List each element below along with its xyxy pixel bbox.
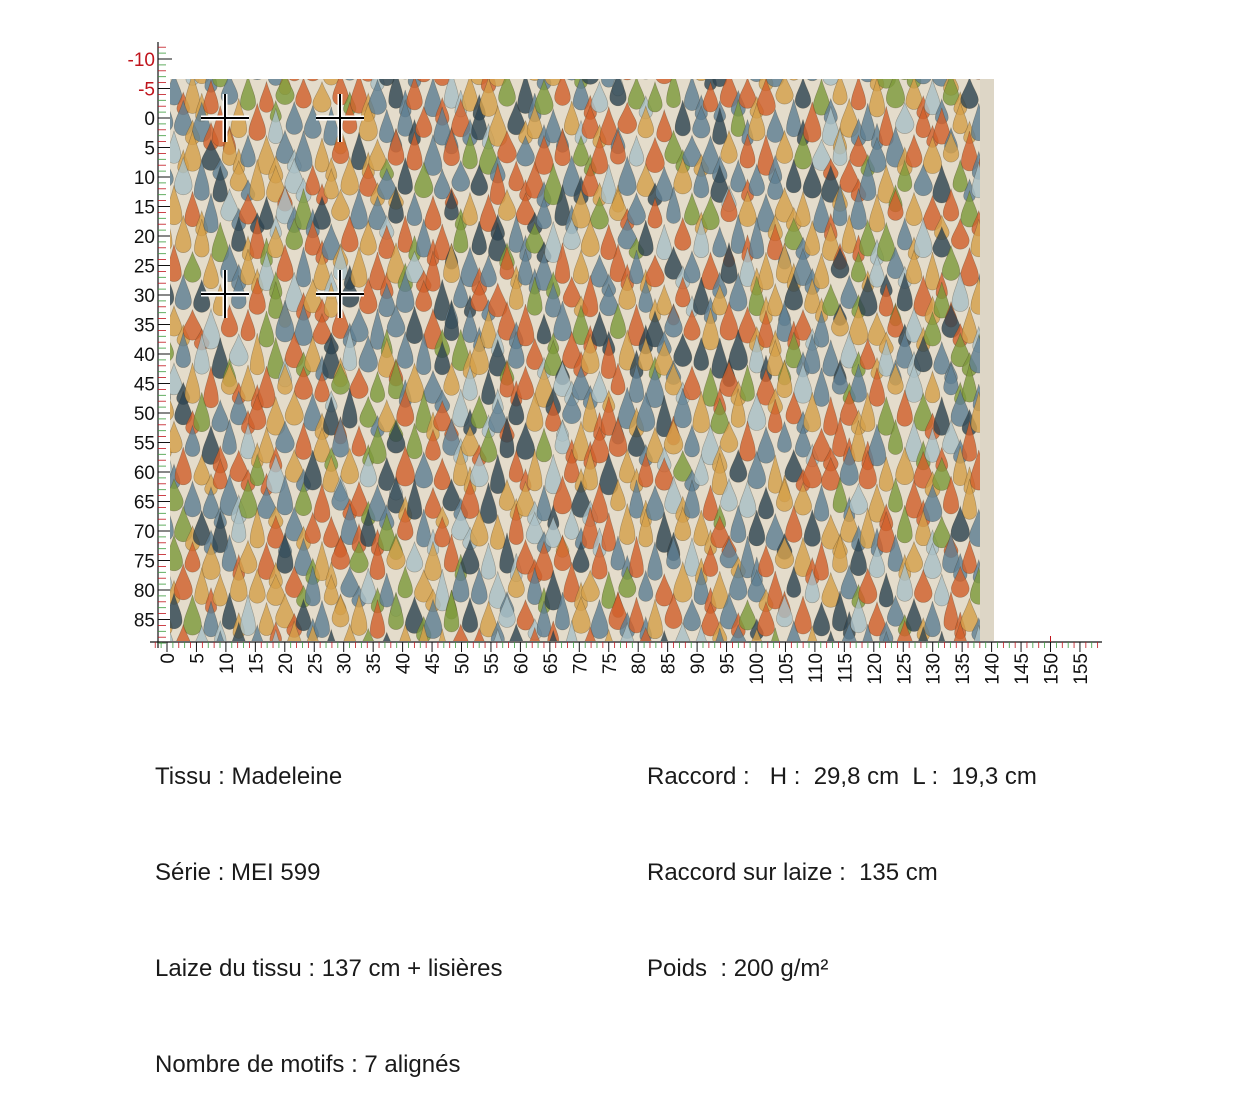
fabric-selvedge [980,79,994,641]
vertical-ruler: -10 -5 0 5 10 15 20 25 30 35 40 45 50 55 60 65 70 75 80 85 [128,42,172,648]
fabric-weight: Poids : 200 g/m² [647,955,829,982]
ruler-label: 75 [600,653,621,674]
ruler-label: 30 [134,286,155,307]
fabric-specs-right: Raccord : H : 29,8 cm L : 19,3 cm Raccor… [647,697,1037,1017]
motif-count: Nombre de motifs : 7 alignés [155,1051,461,1078]
ruler-label: 70 [570,653,591,674]
ruler-label: -10 [128,50,155,71]
ruler-label: 115 [835,653,856,683]
ruler-label: 25 [134,257,155,278]
ruler-label: 40 [394,653,415,674]
ruler-label: 80 [629,653,650,674]
ruler-label: 30 [335,653,356,674]
ruler-label: 10 [217,653,238,674]
ruler-label: 20 [276,653,297,674]
ruler-label: 130 [924,653,945,685]
ruler-label: 85 [134,611,155,632]
ruler-label: 155 [1071,653,1092,685]
ruler-label: 100 [747,653,768,685]
ruler-label: 85 [659,653,680,674]
ruler-label: 20 [134,227,155,248]
repeat-on-width: Raccord sur laize : 135 cm [647,859,938,886]
ruler-label: -5 [138,80,155,101]
ruler-label: 50 [134,404,155,425]
ruler-label: 60 [134,463,155,484]
fabric-swatch [170,79,994,641]
ruler-label: 55 [482,653,503,674]
pattern-repeat: Raccord : H : 29,8 cm L : 19,3 cm [647,763,1037,790]
ruler-label: 120 [865,653,886,685]
ruler-label: 5 [144,139,155,160]
ruler-label: 10 [134,168,155,189]
ruler-label: 35 [134,316,155,337]
ruler-label: 0 [158,653,179,664]
fabric-name: Tissu : Madeleine [155,763,343,790]
ruler-label: 45 [423,653,444,674]
ruler-label: 25 [305,653,326,674]
ruler-label: 15 [134,198,155,219]
ruler-label: 55 [134,434,155,455]
ruler-label: 90 [688,653,709,674]
ruler-label: 35 [364,653,385,674]
ruler-label: 15 [246,653,267,674]
ruler-label: 105 [776,653,797,685]
ruler-label: 145 [1012,653,1033,685]
ruler-label: 140 [983,653,1004,685]
ruler-label: 45 [134,375,155,396]
ruler-label: 0 [144,109,155,130]
ruler-label: 5 [187,653,208,664]
ruler-label: 135 [953,653,974,685]
ruler-label: 60 [511,653,532,674]
fabric-pattern [170,79,994,641]
ruler-label: 80 [134,581,155,602]
ruler-label: 50 [453,653,474,674]
ruler-label: 110 [806,653,827,683]
ruler-label: 65 [541,653,562,674]
fabric-width: Laize du tissu : 137 cm + lisières [155,955,503,982]
ruler-label: 65 [134,493,155,514]
fabric-specs-left: Tissu : Madeleine Série : MEI 599 Laize … [155,697,503,1113]
ruler-label: 75 [134,552,155,573]
ruler-label: 125 [894,653,915,685]
horizontal-ruler: 0 5 10 15 20 25 30 35 40 45 50 55 60 65 70 75 80 85 90 95 10… [150,636,1102,685]
ruler-label: 150 [1042,653,1063,685]
ruler-label: 40 [134,345,155,366]
ruler-label: 95 [718,653,739,674]
ruler-label: 70 [134,522,155,543]
fabric-series: Série : MEI 599 [155,859,321,886]
